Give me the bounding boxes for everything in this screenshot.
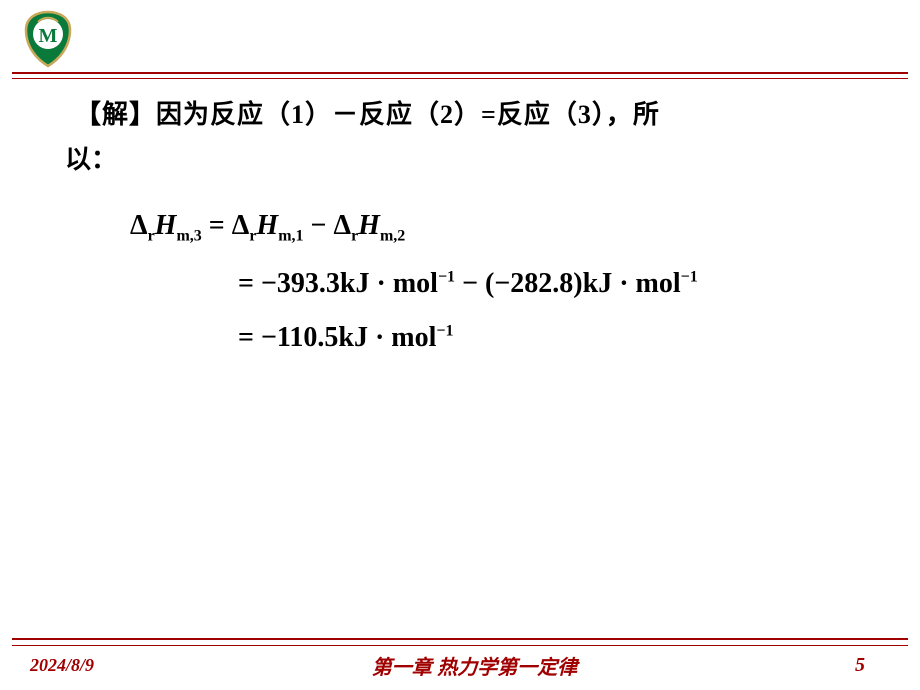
svg-text:M: M bbox=[39, 25, 58, 47]
math-equations: ΔrHm,3 = ΔrHm,1 − ΔrHm,2 = −393.3kJ · mo… bbox=[130, 210, 698, 354]
math-row-3: = −110.5kJ · mol−1 bbox=[238, 322, 698, 354]
header-rule-thin bbox=[12, 78, 908, 79]
header-rule-thick bbox=[12, 72, 908, 74]
content-area: 【解】因为反应（1）－反应（2）=反应（3），所 以： bbox=[75, 90, 880, 176]
footer-rule-thin bbox=[12, 645, 908, 646]
math-row-1: ΔrHm,3 = ΔrHm,1 − ΔrHm,2 bbox=[130, 210, 698, 246]
footer-title: 第一章 热力学第一定律 bbox=[372, 651, 578, 680]
footer-date: 2024/8/9 bbox=[30, 655, 94, 676]
footer-rule-thick bbox=[12, 638, 908, 640]
math-row-2: = −393.3kJ · mol−1 − (−282.8)kJ · mol−1 bbox=[238, 268, 698, 300]
footer: 2024/8/9 第一章 热力学第一定律 5 bbox=[0, 651, 920, 680]
solution-text-line1: 【解】因为反应（1）－反应（2）=反应（3），所 bbox=[75, 90, 880, 139]
solution-text-line2: 以： bbox=[65, 139, 880, 176]
footer-page-number: 5 bbox=[855, 654, 890, 677]
university-logo: M bbox=[18, 8, 78, 68]
